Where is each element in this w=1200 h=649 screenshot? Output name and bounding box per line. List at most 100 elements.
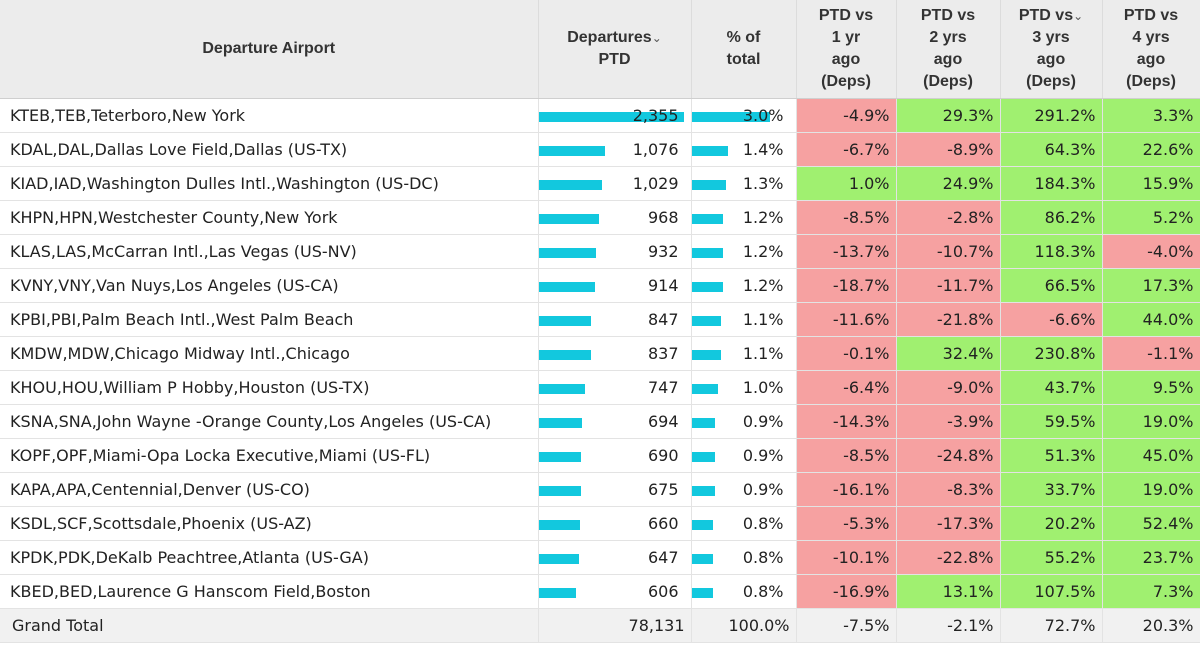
grand-total-row[interactable]: Grand Total 78,131 100.0% -7.5% -2.1% 72.7% 20… — [0, 607, 1200, 643]
ptd-vs-2yr-cell: -9.0% — [896, 370, 1001, 405]
table-row[interactable]: KOPF,OPF,Miami-Opa Locka Executive,Miami… — [0, 438, 1200, 473]
pct-total-cell: 1.1% — [691, 336, 797, 371]
pct-total-value: 0.9% — [742, 445, 784, 465]
pct-total-cell: 1.1% — [691, 302, 797, 337]
departures-bar — [538, 179, 602, 190]
table-row[interactable]: KBED,BED,Laurence G Hanscom Field,Boston… — [0, 574, 1200, 609]
pct-total-bar — [691, 247, 723, 258]
departures-cell: 1,029 — [538, 166, 692, 201]
airport-cell: KHOU,HOU,William P Hobby,Houston (US-TX) — [0, 370, 539, 405]
departures-bar — [538, 349, 591, 360]
table-row[interactable]: KDAL,DAL,Dallas Love Field,Dallas (US-TX… — [0, 132, 1200, 167]
table-row[interactable]: KHPN,HPN,Westchester County,New York 968 1… — [0, 200, 1200, 235]
ptd-vs-3yr-cell: 86.2% — [1000, 200, 1103, 235]
pct-total-value: 1.3% — [742, 173, 784, 193]
grand-total-pct: 100.0% — [691, 607, 797, 643]
departures-cell: 1,076 — [538, 132, 692, 167]
column-header-ptd-vs-1yr[interactable]: PTD vs 1 yr ago (Deps) — [796, 0, 897, 99]
ptd-vs-3yr-cell: 64.3% — [1000, 132, 1103, 167]
ptd-vs-3yr-cell: 43.7% — [1000, 370, 1103, 405]
ptd-vs-4yr-cell: -4.0% — [1102, 234, 1200, 269]
pct-total-value: 1.0% — [742, 377, 784, 397]
ptd-vs-2yr-cell: -22.8% — [896, 540, 1001, 575]
table-row[interactable]: KLAS,LAS,McCarran Intl.,Las Vegas (US-NV… — [0, 234, 1200, 269]
column-header-ptd-vs-4yrs[interactable]: PTD vs 4 yrs ago (Deps) — [1102, 0, 1200, 99]
pct-total-value: 0.8% — [742, 547, 784, 567]
pct-total-bar — [691, 315, 721, 326]
ptd-vs-3yr-cell: -6.6% — [1000, 302, 1103, 337]
table-row[interactable]: KPDK,PDK,DeKalb Peachtree,Atlanta (US-GA… — [0, 540, 1200, 575]
table-row[interactable]: KSNA,SNA,John Wayne -Orange County,Los A… — [0, 404, 1200, 439]
airport-cell: KVNY,VNY,Van Nuys,Los Angeles (US-CA) — [0, 268, 539, 303]
airport-cell: KAPA,APA,Centennial,Denver (US-CO) — [0, 472, 539, 507]
ptd-vs-2yr-cell: -8.9% — [896, 132, 1001, 167]
departures-value: 837 — [647, 343, 679, 363]
ptd-vs-4yr-cell: 9.5% — [1102, 370, 1200, 405]
ptd-vs-1yr-cell: -11.6% — [796, 302, 897, 337]
airport-cell: KDAL,DAL,Dallas Love Field,Dallas (US-TX… — [0, 132, 539, 167]
pct-total-bar — [691, 213, 723, 224]
departures-bar — [538, 213, 599, 224]
column-header-label: total — [726, 50, 761, 68]
pct-total-cell: 0.8% — [691, 540, 797, 575]
airport-cell: KTEB,TEB,Teterboro,New York — [0, 98, 539, 133]
ptd-vs-2yr-cell: 24.9% — [896, 166, 1001, 201]
ptd-vs-4yr-cell: 19.0% — [1102, 472, 1200, 507]
departures-bar — [538, 553, 579, 564]
pct-total-bar — [691, 281, 723, 292]
departures-cell: 606 — [538, 574, 692, 609]
ptd-vs-1yr-cell: -14.3% — [796, 404, 897, 439]
pct-total-bar — [691, 383, 718, 394]
pct-total-cell: 0.9% — [691, 438, 797, 473]
pct-total-cell: 0.8% — [691, 574, 797, 609]
column-header-ptd-vs-2yrs[interactable]: PTD vs 2 yrs ago (Deps) — [896, 0, 1001, 99]
ptd-vs-2yr-cell: 29.3% — [896, 98, 1001, 133]
departures-value: 1,076 — [632, 139, 679, 159]
airport-cell: KLAS,LAS,McCarran Intl.,Las Vegas (US-NV… — [0, 234, 539, 269]
table-row[interactable]: KTEB,TEB,Teterboro,New York 2,355 3.0% -4.9… — [0, 98, 1200, 133]
airport-cell: KOPF,OPF,Miami-Opa Locka Executive,Miami… — [0, 438, 539, 473]
table-row[interactable]: KAPA,APA,Centennial,Denver (US-CO) 675 0.9… — [0, 472, 1200, 507]
ptd-vs-1yr-cell: 1.0% — [796, 166, 897, 201]
ptd-vs-1yr-cell: -6.4% — [796, 370, 897, 405]
departures-value: 747 — [647, 377, 679, 397]
ptd-vs-3yr-cell: 59.5% — [1000, 404, 1103, 439]
departures-bar — [538, 587, 576, 598]
ptd-vs-4yr-cell: 5.2% — [1102, 200, 1200, 235]
departures-value: 694 — [647, 411, 679, 431]
sort-chevron-icon[interactable]: ⌄ — [651, 30, 662, 45]
ptd-vs-1yr-cell: -16.9% — [796, 574, 897, 609]
airport-cell: KIAD,IAD,Washington Dulles Intl.,Washing… — [0, 166, 539, 201]
ptd-vs-2yr-cell: -11.7% — [896, 268, 1001, 303]
airport-cell: KSDL,SCF,Scottsdale,Phoenix (US-AZ) — [0, 506, 539, 541]
column-header-label: 4 yrs — [1132, 28, 1170, 46]
airport-cell: KSNA,SNA,John Wayne -Orange County,Los A… — [0, 404, 539, 439]
sort-chevron-icon[interactable]: ⌄ — [1073, 8, 1084, 23]
departures-bar — [538, 519, 580, 530]
column-header-label: ago — [933, 50, 963, 68]
table-row[interactable]: KHOU,HOU,William P Hobby,Houston (US-TX)… — [0, 370, 1200, 405]
table-row[interactable]: KVNY,VNY,Van Nuys,Los Angeles (US-CA) 914… — [0, 268, 1200, 303]
departures-bar — [538, 417, 582, 428]
departures-bar — [538, 383, 585, 394]
table-row[interactable]: KIAD,IAD,Washington Dulles Intl.,Washing… — [0, 166, 1200, 201]
column-header-departure-airport[interactable]: Departure Airport — [0, 0, 539, 99]
grand-total-departures: 78,131 — [538, 607, 692, 643]
pct-total-bar — [691, 417, 715, 428]
pct-total-bar — [691, 553, 713, 564]
departures-cell: 690 — [538, 438, 692, 473]
ptd-vs-1yr-cell: -10.1% — [796, 540, 897, 575]
pct-total-bar — [691, 111, 770, 122]
column-header-departures-ptd[interactable]: Departures⌄ PTD — [538, 0, 692, 99]
ptd-vs-2yr-cell: -8.3% — [896, 472, 1001, 507]
departures-cell: 2,355 — [538, 98, 692, 133]
column-header-ptd-vs-3yrs[interactable]: PTD vs⌄ 3 yrs ago (Deps) — [1000, 0, 1103, 99]
pct-total-cell: 3.0% — [691, 98, 797, 133]
ptd-vs-4yr-cell: 17.3% — [1102, 268, 1200, 303]
departures-cell: 932 — [538, 234, 692, 269]
table-row[interactable]: KMDW,MDW,Chicago Midway Intl.,Chicago 837… — [0, 336, 1200, 371]
ptd-vs-2yr-cell: -24.8% — [896, 438, 1001, 473]
column-header-pct-total[interactable]: % of total — [691, 0, 797, 99]
table-row[interactable]: KSDL,SCF,Scottsdale,Phoenix (US-AZ) 660 0.… — [0, 506, 1200, 541]
table-row[interactable]: KPBI,PBI,Palm Beach Intl.,West Palm Beac… — [0, 302, 1200, 337]
